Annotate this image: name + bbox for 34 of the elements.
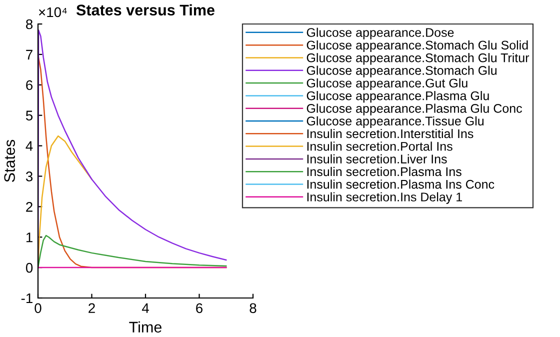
x-tick-label: 6 [196, 303, 202, 314]
legend-label: Glucose appearance.Gut Glu [306, 78, 468, 90]
y-axis-title: States [4, 140, 15, 182]
legend-label: Glucose appearance.Plasma Glu Conc [306, 104, 522, 116]
y-tick-label: 2 [26, 202, 32, 212]
legend-label: Insulin secretion.Plasma Ins [307, 166, 462, 176]
y-tick-label: -1 [21, 293, 32, 304]
legend-label: Insulin secretion.Interstitial Ins [307, 128, 474, 138]
legend-label: Glucose appearance.Stomach Glu Tritur [306, 53, 530, 65]
text: ×10⁴ [38, 7, 67, 18]
y-tick-label: 5 [26, 110, 33, 121]
chart-title: States versus Time [76, 4, 214, 16]
legend-label: Insulin secretion.Ins Delay 1 [307, 192, 462, 204]
y-tick-label: 8 [26, 19, 33, 30]
x-tick-label: 0 [34, 303, 42, 314]
y-tick-label: 6 [26, 80, 33, 90]
legend-label: Glucose appearance.Tissue Glu [306, 116, 484, 128]
y-tick-label: 7 [26, 50, 32, 60]
legend-label: Glucose appearance.Plasma Glu [306, 91, 489, 103]
x-tick-label: 8 [250, 303, 256, 314]
y-tick-label: 4 [26, 141, 33, 151]
legend-label: Glucose appearance.Dose [306, 28, 454, 40]
x-axis-title: Time [129, 321, 162, 333]
y-tick-label: 0 [26, 262, 33, 273]
legend-label: Insulin secretion.Plasma Ins Conc [307, 180, 494, 189]
y-tick-label: 1 [26, 232, 32, 242]
x-tick-label: 4 [142, 303, 149, 313]
legend-label: Insulin secretion.Liver Ins [307, 154, 447, 164]
legend-label: Glucose appearance.Stomach Glu Solid [306, 40, 528, 52]
legend-label: Glucose appearance.Stomach Glu [306, 66, 496, 78]
x-tick-label: 2 [88, 303, 95, 313]
legend-label: Insulin secretion.Portal Ins [307, 142, 452, 151]
y-tick-label: 3 [26, 172, 33, 182]
line-series [38, 234, 227, 268]
